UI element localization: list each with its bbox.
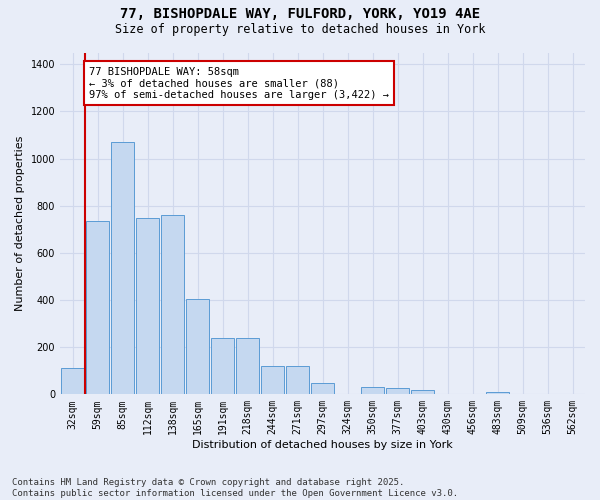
- Bar: [61, 368, 84, 394]
- Text: Contains HM Land Registry data © Crown copyright and database right 2025.
Contai: Contains HM Land Registry data © Crown c…: [12, 478, 458, 498]
- Bar: [161, 215, 184, 394]
- Bar: [311, 382, 334, 394]
- Bar: [211, 338, 234, 394]
- X-axis label: Distribution of detached houses by size in York: Distribution of detached houses by size …: [192, 440, 453, 450]
- Bar: [361, 388, 384, 394]
- Bar: [136, 218, 159, 394]
- Bar: [386, 388, 409, 394]
- Bar: [236, 338, 259, 394]
- Bar: [411, 390, 434, 394]
- Y-axis label: Number of detached properties: Number of detached properties: [15, 136, 25, 311]
- Bar: [186, 299, 209, 394]
- Text: 77 BISHOPDALE WAY: 58sqm
← 3% of detached houses are smaller (88)
97% of semi-de: 77 BISHOPDALE WAY: 58sqm ← 3% of detache…: [89, 66, 389, 100]
- Bar: [286, 366, 309, 394]
- Bar: [86, 221, 109, 394]
- Bar: [261, 366, 284, 394]
- Bar: [111, 142, 134, 395]
- Bar: [486, 392, 509, 394]
- Text: 77, BISHOPDALE WAY, FULFORD, YORK, YO19 4AE: 77, BISHOPDALE WAY, FULFORD, YORK, YO19 …: [120, 8, 480, 22]
- Text: Size of property relative to detached houses in York: Size of property relative to detached ho…: [115, 22, 485, 36]
